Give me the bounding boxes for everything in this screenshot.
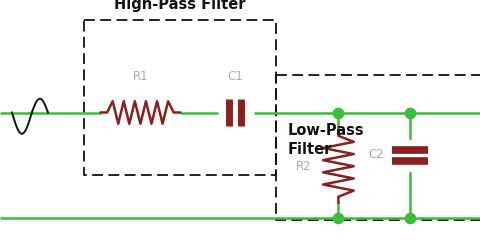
Text: Low-Pass
Filter: Low-Pass Filter [288, 123, 365, 157]
Text: R2: R2 [296, 160, 312, 173]
Point [335, 110, 342, 114]
Text: High-Pass Filter: High-Pass Filter [114, 0, 246, 12]
Point [407, 216, 414, 220]
Text: R1: R1 [132, 70, 148, 82]
Text: C1: C1 [228, 70, 243, 82]
Point [335, 216, 342, 220]
Text: C2: C2 [368, 148, 384, 162]
Point [407, 110, 414, 114]
